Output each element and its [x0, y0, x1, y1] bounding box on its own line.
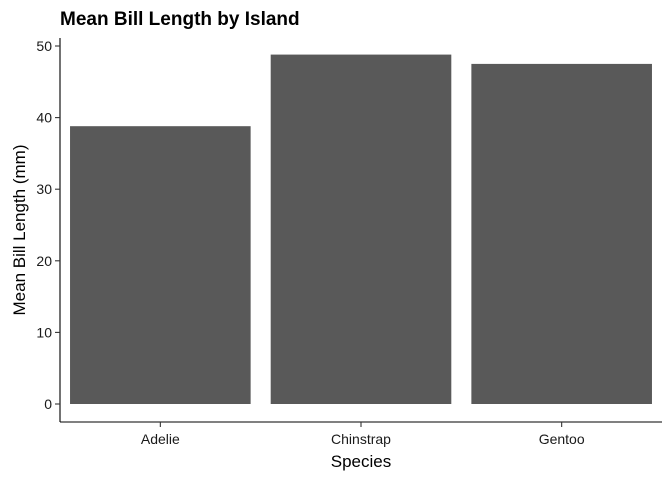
y-tick-label-10: 10	[36, 324, 52, 340]
x-tick-label-adelie: Adelie	[141, 431, 180, 447]
bar-chinstrap	[270, 54, 452, 405]
y-axis-ticks: 0 10 20 30 40 50	[36, 38, 60, 412]
y-tick-label-0: 0	[44, 396, 52, 412]
y-tick-label-30: 30	[36, 181, 52, 197]
x-axis-title: Species	[331, 452, 391, 471]
x-tick-label-chinstrap: Chinstrap	[331, 431, 391, 447]
y-tick-label-20: 20	[36, 253, 52, 269]
y-tick-label-40: 40	[36, 110, 52, 126]
bar-adelie	[70, 126, 251, 404]
bar-gentoo	[471, 63, 652, 405]
chart-title: Mean Bill Length by Island	[60, 9, 300, 30]
x-tick-label-gentoo: Gentoo	[539, 431, 585, 447]
x-axis-ticks: Adelie Chinstrap Gentoo	[141, 422, 585, 447]
y-axis-title: Mean Bill Length (mm)	[10, 144, 29, 315]
y-tick-label-50: 50	[36, 38, 52, 54]
bars-group	[70, 54, 652, 405]
